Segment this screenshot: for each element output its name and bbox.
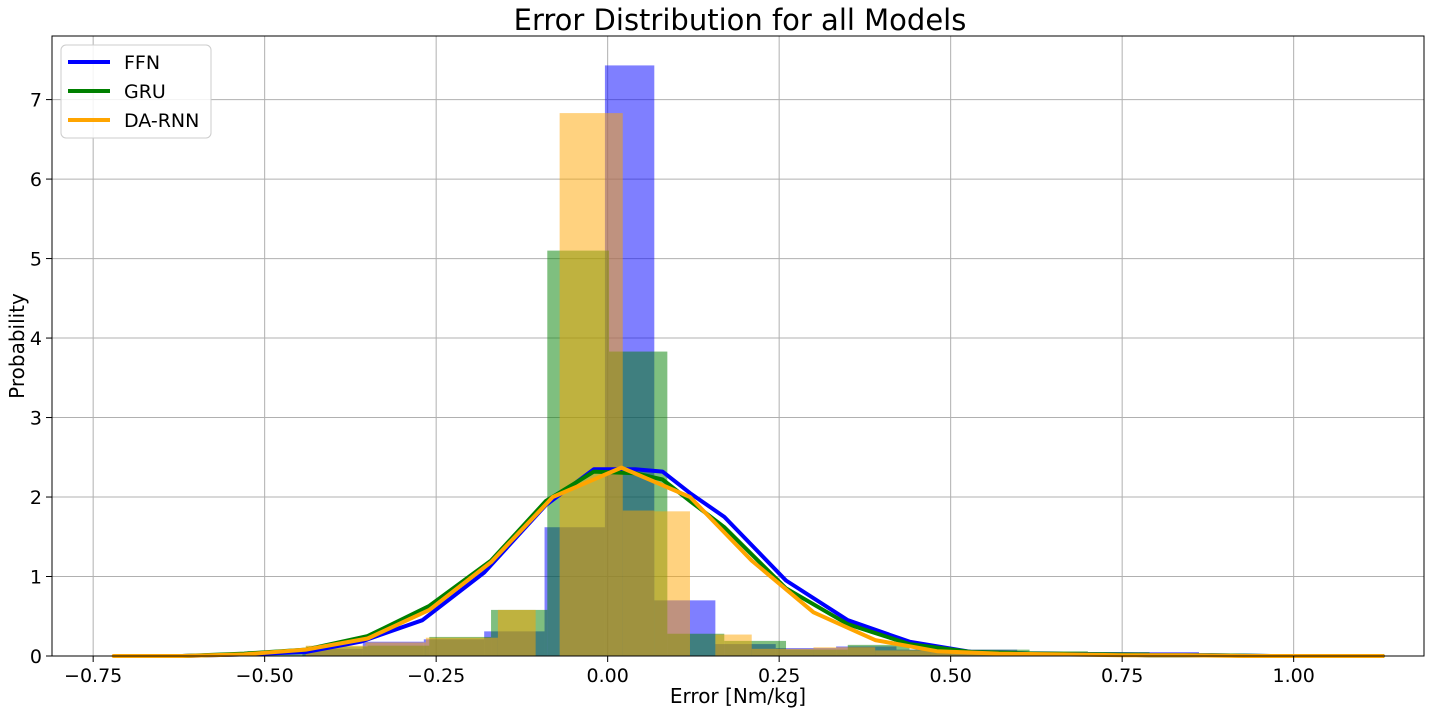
da-rnn-hist-bar <box>425 637 498 656</box>
y-axis-label: Probability <box>5 293 29 399</box>
y-tick-label: 1 <box>30 567 42 589</box>
da-rnn-hist-bar <box>365 642 426 656</box>
grid-lines <box>52 36 1424 657</box>
y-tick-label: 5 <box>30 249 42 271</box>
y-tick-label: 0 <box>30 646 42 668</box>
chart-title: Error Distribution for all Models <box>514 3 967 37</box>
da-rnn-hist-bar <box>305 645 366 656</box>
da-rnn-hist-bar <box>622 510 655 656</box>
y-tick-label: 6 <box>30 169 42 191</box>
density-curves <box>111 465 1385 658</box>
x-axis-label: Error [Nm/kg] <box>670 684 806 708</box>
y-tick-label: 7 <box>30 90 42 112</box>
x-tick-label: −0.50 <box>236 665 294 687</box>
x-tick-label: 1.00 <box>1273 665 1315 687</box>
da-rnn-density-line <box>111 465 1385 658</box>
x-tick-label: 0.50 <box>930 665 972 687</box>
y-tick-label: 2 <box>30 487 42 509</box>
da-rnn-hist-bar <box>654 511 690 656</box>
da-rnn-hist-bar <box>813 647 876 656</box>
legend-box <box>60 44 212 139</box>
y-tick-label: 3 <box>30 408 42 430</box>
x-axis-ticks: −0.75 −0.50 −0.25 0.00 0.25 0.50 0.75 1.00 <box>64 656 1315 687</box>
da-rnn-hist-bar <box>751 648 814 656</box>
x-tick-label: 0.75 <box>1101 665 1143 687</box>
da-rnn-hist-bar <box>559 113 623 657</box>
da-rnn-hist-bar <box>875 650 931 656</box>
x-tick-label: −0.25 <box>407 665 465 687</box>
x-tick-label: 0.25 <box>758 665 800 687</box>
plot-frame <box>51 35 1425 657</box>
y-tick-label: 4 <box>30 328 42 350</box>
histogram-bars <box>247 65 1383 657</box>
legend: FFN GRU DA-RNN <box>60 44 212 139</box>
x-tick-label: 0.00 <box>587 665 629 687</box>
legend-label-da-rnn: DA-RNN <box>124 110 199 132</box>
x-tick-label: −0.75 <box>64 665 122 687</box>
da-rnn-hist-bar <box>715 634 752 656</box>
legend-label-gru: GRU <box>124 81 166 103</box>
da-rnn-hist-bar <box>497 609 536 656</box>
y-axis-ticks: 0 1 2 3 4 5 6 7 <box>30 90 52 668</box>
legend-label-ffn: FFN <box>124 52 160 74</box>
